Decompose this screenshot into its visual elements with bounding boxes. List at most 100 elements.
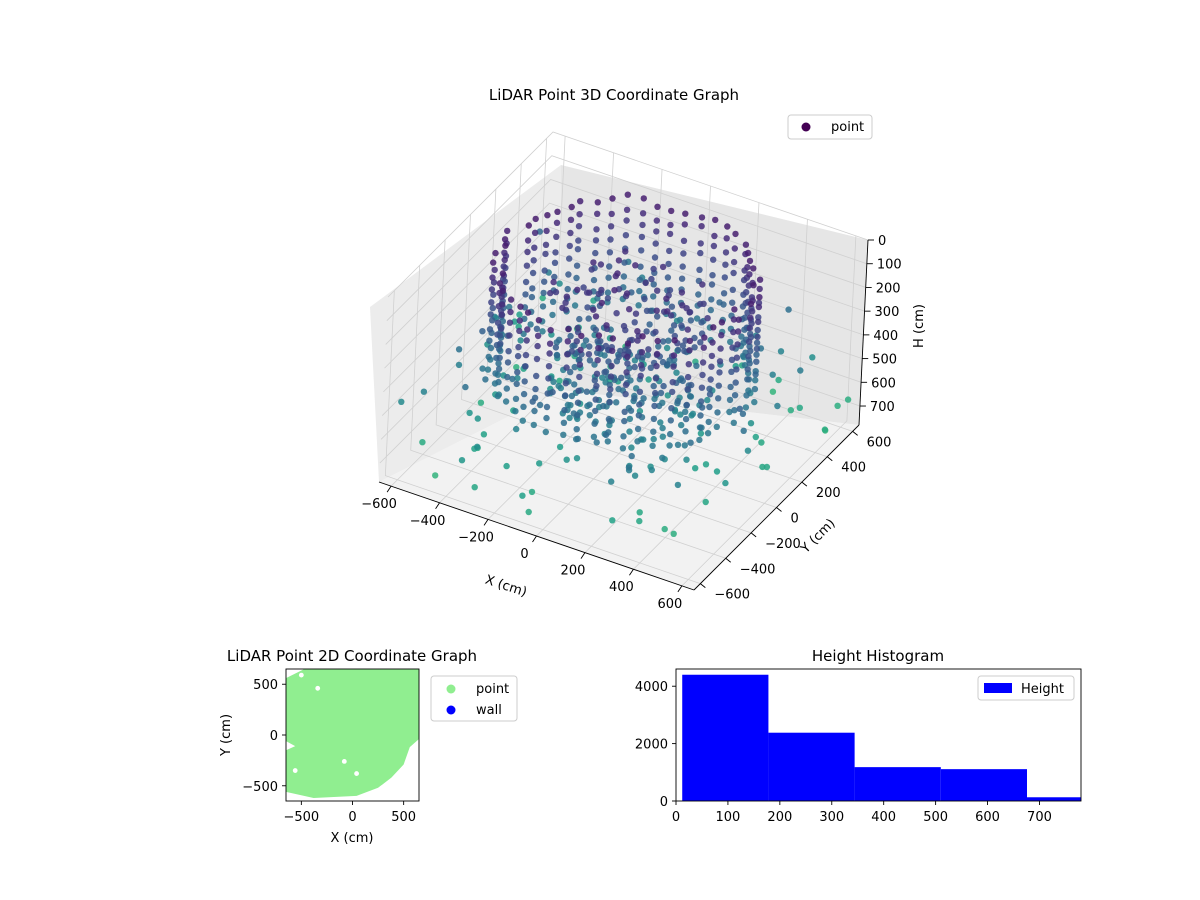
point-marker — [731, 407, 738, 414]
point-marker — [528, 293, 536, 301]
point-marker — [664, 308, 671, 315]
point-marker — [560, 431, 567, 438]
point-marker — [523, 337, 530, 344]
point-marker — [621, 259, 628, 266]
point-marker — [490, 279, 498, 286]
y-tick-mark — [776, 507, 782, 512]
point-marker — [726, 396, 734, 404]
point-marker — [676, 316, 684, 323]
point-marker — [586, 289, 593, 296]
y-tick-mark — [750, 532, 757, 538]
point-marker — [657, 419, 664, 426]
point-marker — [599, 374, 606, 381]
point-marker — [491, 266, 498, 274]
point-marker — [620, 322, 628, 330]
point-marker — [628, 444, 635, 451]
point-marker — [710, 242, 718, 250]
point-marker — [661, 525, 668, 533]
point-marker — [752, 377, 759, 384]
point-marker — [524, 248, 531, 256]
point-marker — [531, 244, 538, 251]
x-tick-mark — [386, 485, 392, 493]
point-marker — [494, 331, 501, 338]
point-marker — [487, 344, 495, 352]
point-marker — [643, 307, 651, 314]
point-marker — [667, 417, 674, 424]
point-marker — [474, 415, 481, 422]
point-marker — [755, 303, 763, 311]
point-marker — [512, 408, 519, 415]
point-marker — [606, 249, 614, 256]
point-marker — [698, 214, 706, 221]
point-marker — [471, 484, 478, 491]
point-marker — [519, 417, 526, 424]
point-marker — [594, 199, 601, 206]
point-marker — [617, 347, 624, 355]
y-tick-label: −600 — [714, 588, 750, 603]
point-marker — [557, 384, 564, 392]
point-marker — [593, 226, 600, 233]
z-tick-label: 200 — [876, 281, 901, 296]
point-marker — [706, 391, 714, 398]
point-marker — [631, 472, 639, 479]
point-marker — [514, 352, 522, 360]
point-marker — [667, 430, 674, 438]
point-marker — [731, 306, 738, 313]
point-marker — [613, 310, 620, 317]
y-tick-label: 200 — [816, 486, 841, 501]
z-tick-label: 100 — [877, 258, 902, 273]
point-marker — [574, 324, 581, 332]
point-marker — [704, 396, 711, 404]
z-tick-label: 400 — [873, 329, 898, 344]
y-gridline — [410, 265, 726, 559]
point-marker — [607, 223, 615, 230]
point-marker — [567, 368, 574, 376]
point-marker — [568, 203, 575, 211]
point-marker — [747, 347, 754, 355]
point-marker — [497, 325, 505, 332]
point-marker — [731, 392, 739, 399]
point-marker — [677, 411, 684, 418]
point-marker — [729, 344, 736, 351]
point-marker — [665, 337, 672, 344]
point-marker — [585, 351, 593, 358]
point-marker — [571, 363, 578, 371]
point-marker — [663, 344, 671, 352]
point-marker — [752, 371, 759, 378]
point-marker — [576, 356, 583, 363]
point-marker — [620, 273, 628, 280]
point-marker — [458, 457, 466, 464]
point-marker — [594, 357, 601, 364]
point-marker — [532, 215, 539, 223]
histogram-title: Height Histogram — [812, 647, 944, 665]
point-marker — [730, 258, 738, 266]
point-marker — [485, 353, 492, 361]
point-marker — [669, 388, 676, 396]
point-marker — [746, 271, 753, 278]
point-marker — [520, 390, 528, 398]
point-marker — [604, 295, 612, 302]
point-marker — [578, 332, 585, 340]
grid-3d — [379, 131, 869, 587]
point-marker — [480, 431, 488, 438]
histogram-bar — [682, 674, 769, 801]
point-marker — [704, 430, 712, 437]
x-gridline — [584, 202, 760, 553]
point-marker — [604, 438, 611, 445]
point-marker — [624, 360, 631, 367]
point-marker — [753, 351, 760, 358]
point-marker — [753, 339, 761, 346]
gap-marker — [354, 771, 359, 776]
point-marker — [643, 328, 650, 335]
point-marker — [709, 339, 716, 346]
x-tick-label-hist: 400 — [871, 810, 896, 825]
point-marker — [681, 347, 688, 355]
point-marker — [618, 374, 625, 381]
point-marker — [626, 415, 634, 423]
point-marker — [654, 313, 661, 320]
point-marker — [693, 315, 701, 322]
point-marker — [745, 353, 752, 360]
point-marker — [751, 385, 759, 393]
x-tick-mark — [629, 568, 634, 576]
